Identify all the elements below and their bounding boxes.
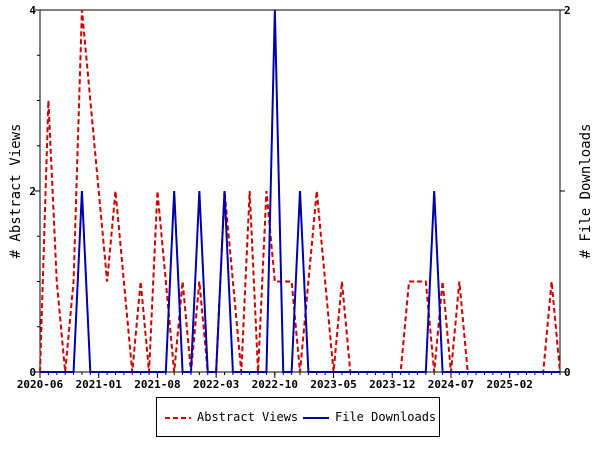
x-tick-label: 2021-01 <box>76 378 123 391</box>
y-right-tick-label: 2 <box>564 4 571 17</box>
x-tick-label: 2024-07 <box>428 378 474 391</box>
legend-label-file-downloads: File Downloads <box>335 410 437 424</box>
series-line-file-downloads <box>40 9 560 373</box>
x-tick-label: 2023-05 <box>310 378 356 391</box>
y-right-tick-label: 0 <box>564 366 571 379</box>
legend-label-abstract-views: Abstract Views <box>197 410 299 424</box>
y-left-tick-label: 2 <box>29 185 36 198</box>
x-tick-label: 2025-02 <box>486 378 532 391</box>
legend-entry-file-downloads: File Downloads <box>303 410 436 424</box>
y-right-axis-title: # File Downloads <box>578 124 594 259</box>
legend-swatch-solid-blue <box>303 416 329 419</box>
tick-labels: 2020-06 2021-01 2021-08 2022-03 2022-10 2023-… <box>17 4 571 391</box>
x-tick-label: 2021-08 <box>134 378 180 391</box>
x-tick-label: 2022-03 <box>193 378 239 391</box>
y-left-tick-label: 4 <box>29 4 36 17</box>
legend-entry-abstract-views: Abstract Views <box>165 410 298 424</box>
series-layer <box>39 9 561 373</box>
x-tick-label: 2023-12 <box>369 378 415 391</box>
y-left-axis-title: # Abstract Views <box>8 124 24 259</box>
legend: Abstract Views File Downloads <box>156 397 440 437</box>
x-tick-label: 2020-06 <box>17 378 64 391</box>
y-left-tick-label: 0 <box>29 366 36 379</box>
x-tick-label: 2022-10 <box>252 378 298 391</box>
legend-swatch-dashed-red <box>165 416 191 419</box>
